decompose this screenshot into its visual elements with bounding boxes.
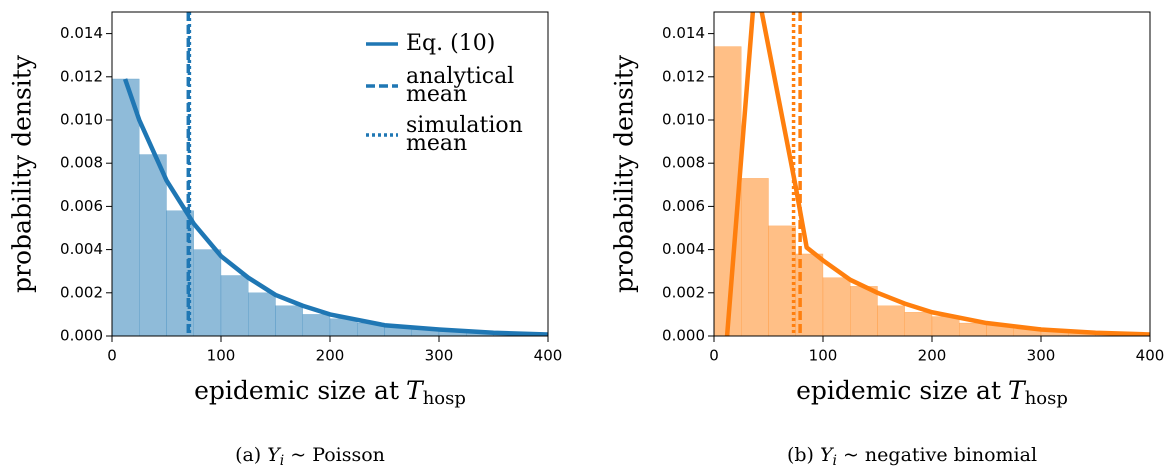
- x-label-symbol: T: [406, 376, 425, 405]
- y-tick-label: 0.012: [60, 67, 103, 85]
- x-tick-label: 300: [425, 347, 454, 365]
- bar: [850, 286, 878, 336]
- bar: [139, 154, 167, 336]
- legend-item: simulation mean: [360, 113, 536, 156]
- x-label-symbol: T: [1008, 376, 1027, 405]
- bar: [302, 314, 331, 336]
- x-tick-label: 100: [207, 347, 236, 365]
- y-tick-label: 0.008: [662, 154, 705, 172]
- caption-text: ~ Poisson: [290, 444, 385, 466]
- x-axis-label: epidemic size at Thosp: [194, 376, 466, 410]
- legend-item: Eq. (10): [360, 31, 536, 57]
- y-tick-label: 0.004: [662, 240, 705, 258]
- y-axis-label: probability density: [8, 54, 37, 293]
- y-tick-label: 0.002: [60, 283, 103, 301]
- x-label-subscript: hosp: [1025, 388, 1068, 409]
- bar: [822, 277, 851, 336]
- caption-label: (a): [235, 444, 261, 466]
- caption-label: (b): [787, 444, 814, 466]
- bar: [112, 78, 140, 336]
- x-tick-label: 0: [107, 347, 117, 365]
- y-tick-label: 0.000: [662, 327, 705, 345]
- caption-symbol: Y: [820, 444, 835, 466]
- y-tick-label: 0.010: [60, 111, 103, 129]
- bar: [877, 305, 905, 336]
- caption-subscript: i: [280, 453, 284, 469]
- bar: [329, 318, 358, 336]
- bar: [741, 178, 769, 336]
- bar: [193, 249, 222, 336]
- y-tick-label: 0.006: [662, 197, 705, 215]
- x-label-subscript: hosp: [423, 388, 466, 409]
- curve: [724, 12, 1150, 336]
- bar: [275, 305, 303, 336]
- x-tick-label: 400: [534, 347, 563, 365]
- plot-area: [112, 12, 548, 336]
- x-tick-label: 200: [918, 347, 947, 365]
- y-tick-label: 0.014: [60, 24, 103, 42]
- y-tick-label: 0.008: [60, 154, 103, 172]
- legend-item: analytical mean: [360, 64, 536, 107]
- bar: [768, 225, 796, 336]
- y-axis-label: probability density: [610, 54, 639, 293]
- caption: (b) Yi ~ negative binomial: [787, 444, 1037, 469]
- y-tick-label: 0.010: [662, 111, 705, 129]
- caption-text: ~ negative binomial: [843, 444, 1037, 466]
- x-tick-label: 0: [709, 347, 719, 365]
- caption-symbol: Y: [267, 444, 282, 466]
- x-tick-label: 300: [1027, 347, 1056, 365]
- bar: [904, 312, 933, 336]
- legend: Eq. (10) analytical mean simulation mean: [360, 31, 536, 166]
- x-label-text: epidemic size at: [194, 376, 399, 405]
- legend-swatch: [366, 83, 398, 88]
- x-tick-label: 400: [1136, 347, 1165, 365]
- y-tick-label: 0.000: [60, 327, 103, 345]
- y-tick-label: 0.002: [662, 283, 705, 301]
- y-tick-label: 0.004: [60, 240, 103, 258]
- bar: [959, 322, 987, 336]
- curve: [122, 78, 548, 336]
- legend-label: Eq. (10): [406, 31, 496, 57]
- x-axis-label: epidemic size at Thosp: [796, 376, 1068, 410]
- caption-subscript: i: [832, 453, 836, 469]
- y-tick-label: 0.014: [662, 24, 705, 42]
- caption: (a) Yi ~ Poisson: [235, 444, 385, 469]
- bar: [248, 292, 276, 336]
- bar: [220, 275, 249, 336]
- bar: [931, 316, 960, 336]
- legend-label: simulation mean: [406, 113, 523, 156]
- x-label-text: epidemic size at: [796, 376, 1001, 405]
- y-tick-label: 0.006: [60, 197, 103, 215]
- plot-area: [714, 12, 1150, 336]
- y-tick-label: 0.012: [662, 67, 705, 85]
- legend-swatch: [366, 133, 398, 137]
- x-tick-label: 200: [316, 347, 345, 365]
- legend-swatch: [366, 42, 398, 46]
- legend-label: analytical mean: [406, 64, 515, 107]
- x-tick-label: 100: [809, 347, 838, 365]
